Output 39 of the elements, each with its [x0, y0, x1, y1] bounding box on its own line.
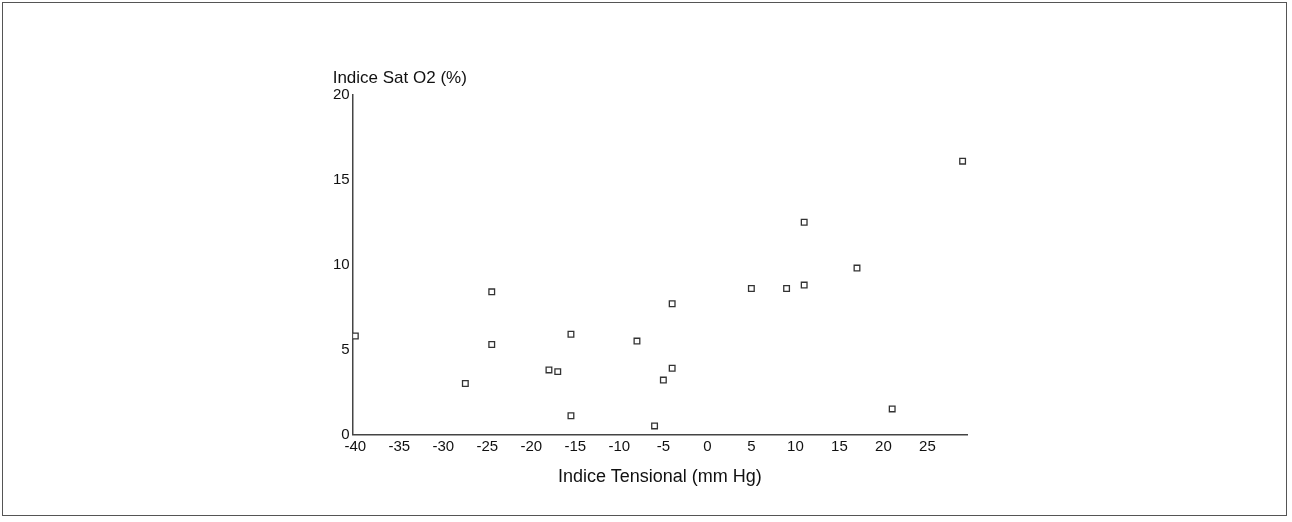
point — [800, 281, 808, 289]
x-tick-label: 0 — [703, 436, 712, 454]
point — [567, 330, 575, 338]
point — [747, 284, 755, 292]
x-tick-label: -15 — [564, 436, 587, 454]
point — [659, 376, 667, 384]
point — [783, 284, 791, 292]
y-tick-label: 15 — [333, 169, 350, 187]
point — [488, 340, 496, 348]
x-tick-label: -20 — [520, 436, 543, 454]
point — [959, 157, 967, 165]
point — [488, 288, 496, 296]
y-tick-label: 5 — [341, 339, 350, 357]
point — [800, 218, 808, 226]
point — [567, 412, 575, 420]
x-tick-label: 10 — [787, 436, 804, 454]
x-tick-label: -35 — [388, 436, 411, 454]
y-tick-label: 20 — [333, 85, 350, 103]
point — [633, 337, 641, 345]
x-tick-label: -5 — [656, 436, 671, 454]
x-tick-label: -10 — [608, 436, 631, 454]
x-tick-label: -25 — [476, 436, 499, 454]
x-tick-label: -30 — [432, 436, 455, 454]
y-tick-label: 10 — [333, 254, 350, 272]
y-axis-title: Indice Sat O2 (%) — [332, 68, 467, 88]
point — [545, 366, 553, 374]
x-tick-label: 5 — [747, 436, 756, 454]
x-tick-label: 20 — [875, 436, 892, 454]
point — [461, 380, 469, 387]
y-tick-label: 0 — [341, 424, 350, 442]
point — [668, 364, 676, 372]
point — [668, 300, 676, 308]
x-tick-label: 15 — [831, 436, 848, 454]
point — [352, 332, 359, 340]
point — [554, 368, 562, 376]
point — [888, 405, 896, 413]
x-axis-title: Indice Tensional (mm Hg) — [557, 466, 762, 487]
x-tick-label: 25 — [919, 436, 936, 454]
point — [651, 422, 659, 430]
